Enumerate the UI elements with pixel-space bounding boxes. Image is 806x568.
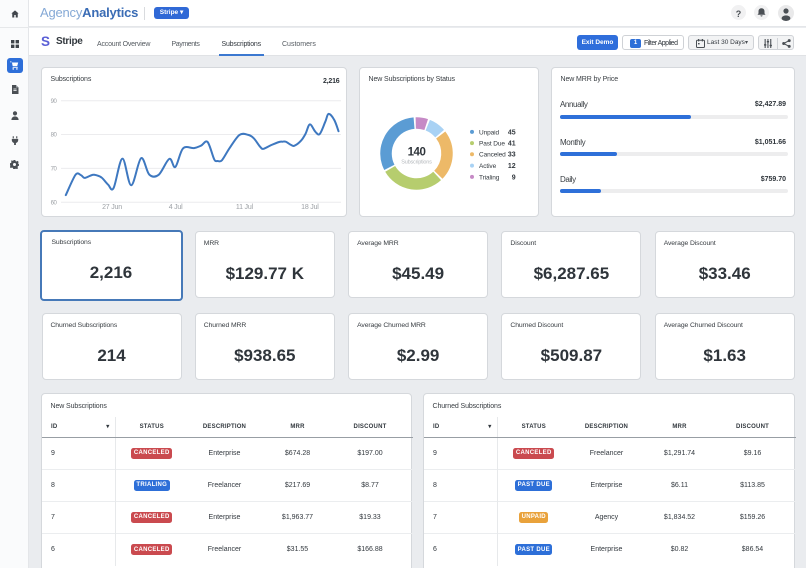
svg-text:Trialing: Trialing [479, 174, 500, 181]
svg-text:Active: Active [479, 163, 497, 170]
svg-text:70: 70 [51, 167, 58, 173]
svg-text:Past Due: Past Due [479, 141, 505, 148]
svg-text:45: 45 [508, 129, 516, 136]
svg-text:18 Jul: 18 Jul [301, 204, 319, 211]
svg-text:33: 33 [508, 152, 516, 159]
svg-text:9: 9 [512, 174, 516, 181]
svg-text:80: 80 [51, 133, 58, 139]
svg-text:Unpaid: Unpaid [479, 129, 499, 136]
svg-text:60: 60 [51, 200, 58, 206]
svg-text:90: 90 [51, 99, 58, 105]
svg-text:Canceled: Canceled [479, 152, 506, 159]
svg-text:140: 140 [408, 147, 426, 159]
svg-text:4 Jul: 4 Jul [169, 204, 183, 211]
svg-text:11 Jul: 11 Jul [236, 204, 254, 211]
svg-text:27 Jun: 27 Jun [102, 204, 122, 211]
svg-text:Subscriptions: Subscriptions [401, 159, 432, 165]
svg-text:41: 41 [508, 141, 516, 148]
svg-text:12: 12 [508, 163, 516, 170]
